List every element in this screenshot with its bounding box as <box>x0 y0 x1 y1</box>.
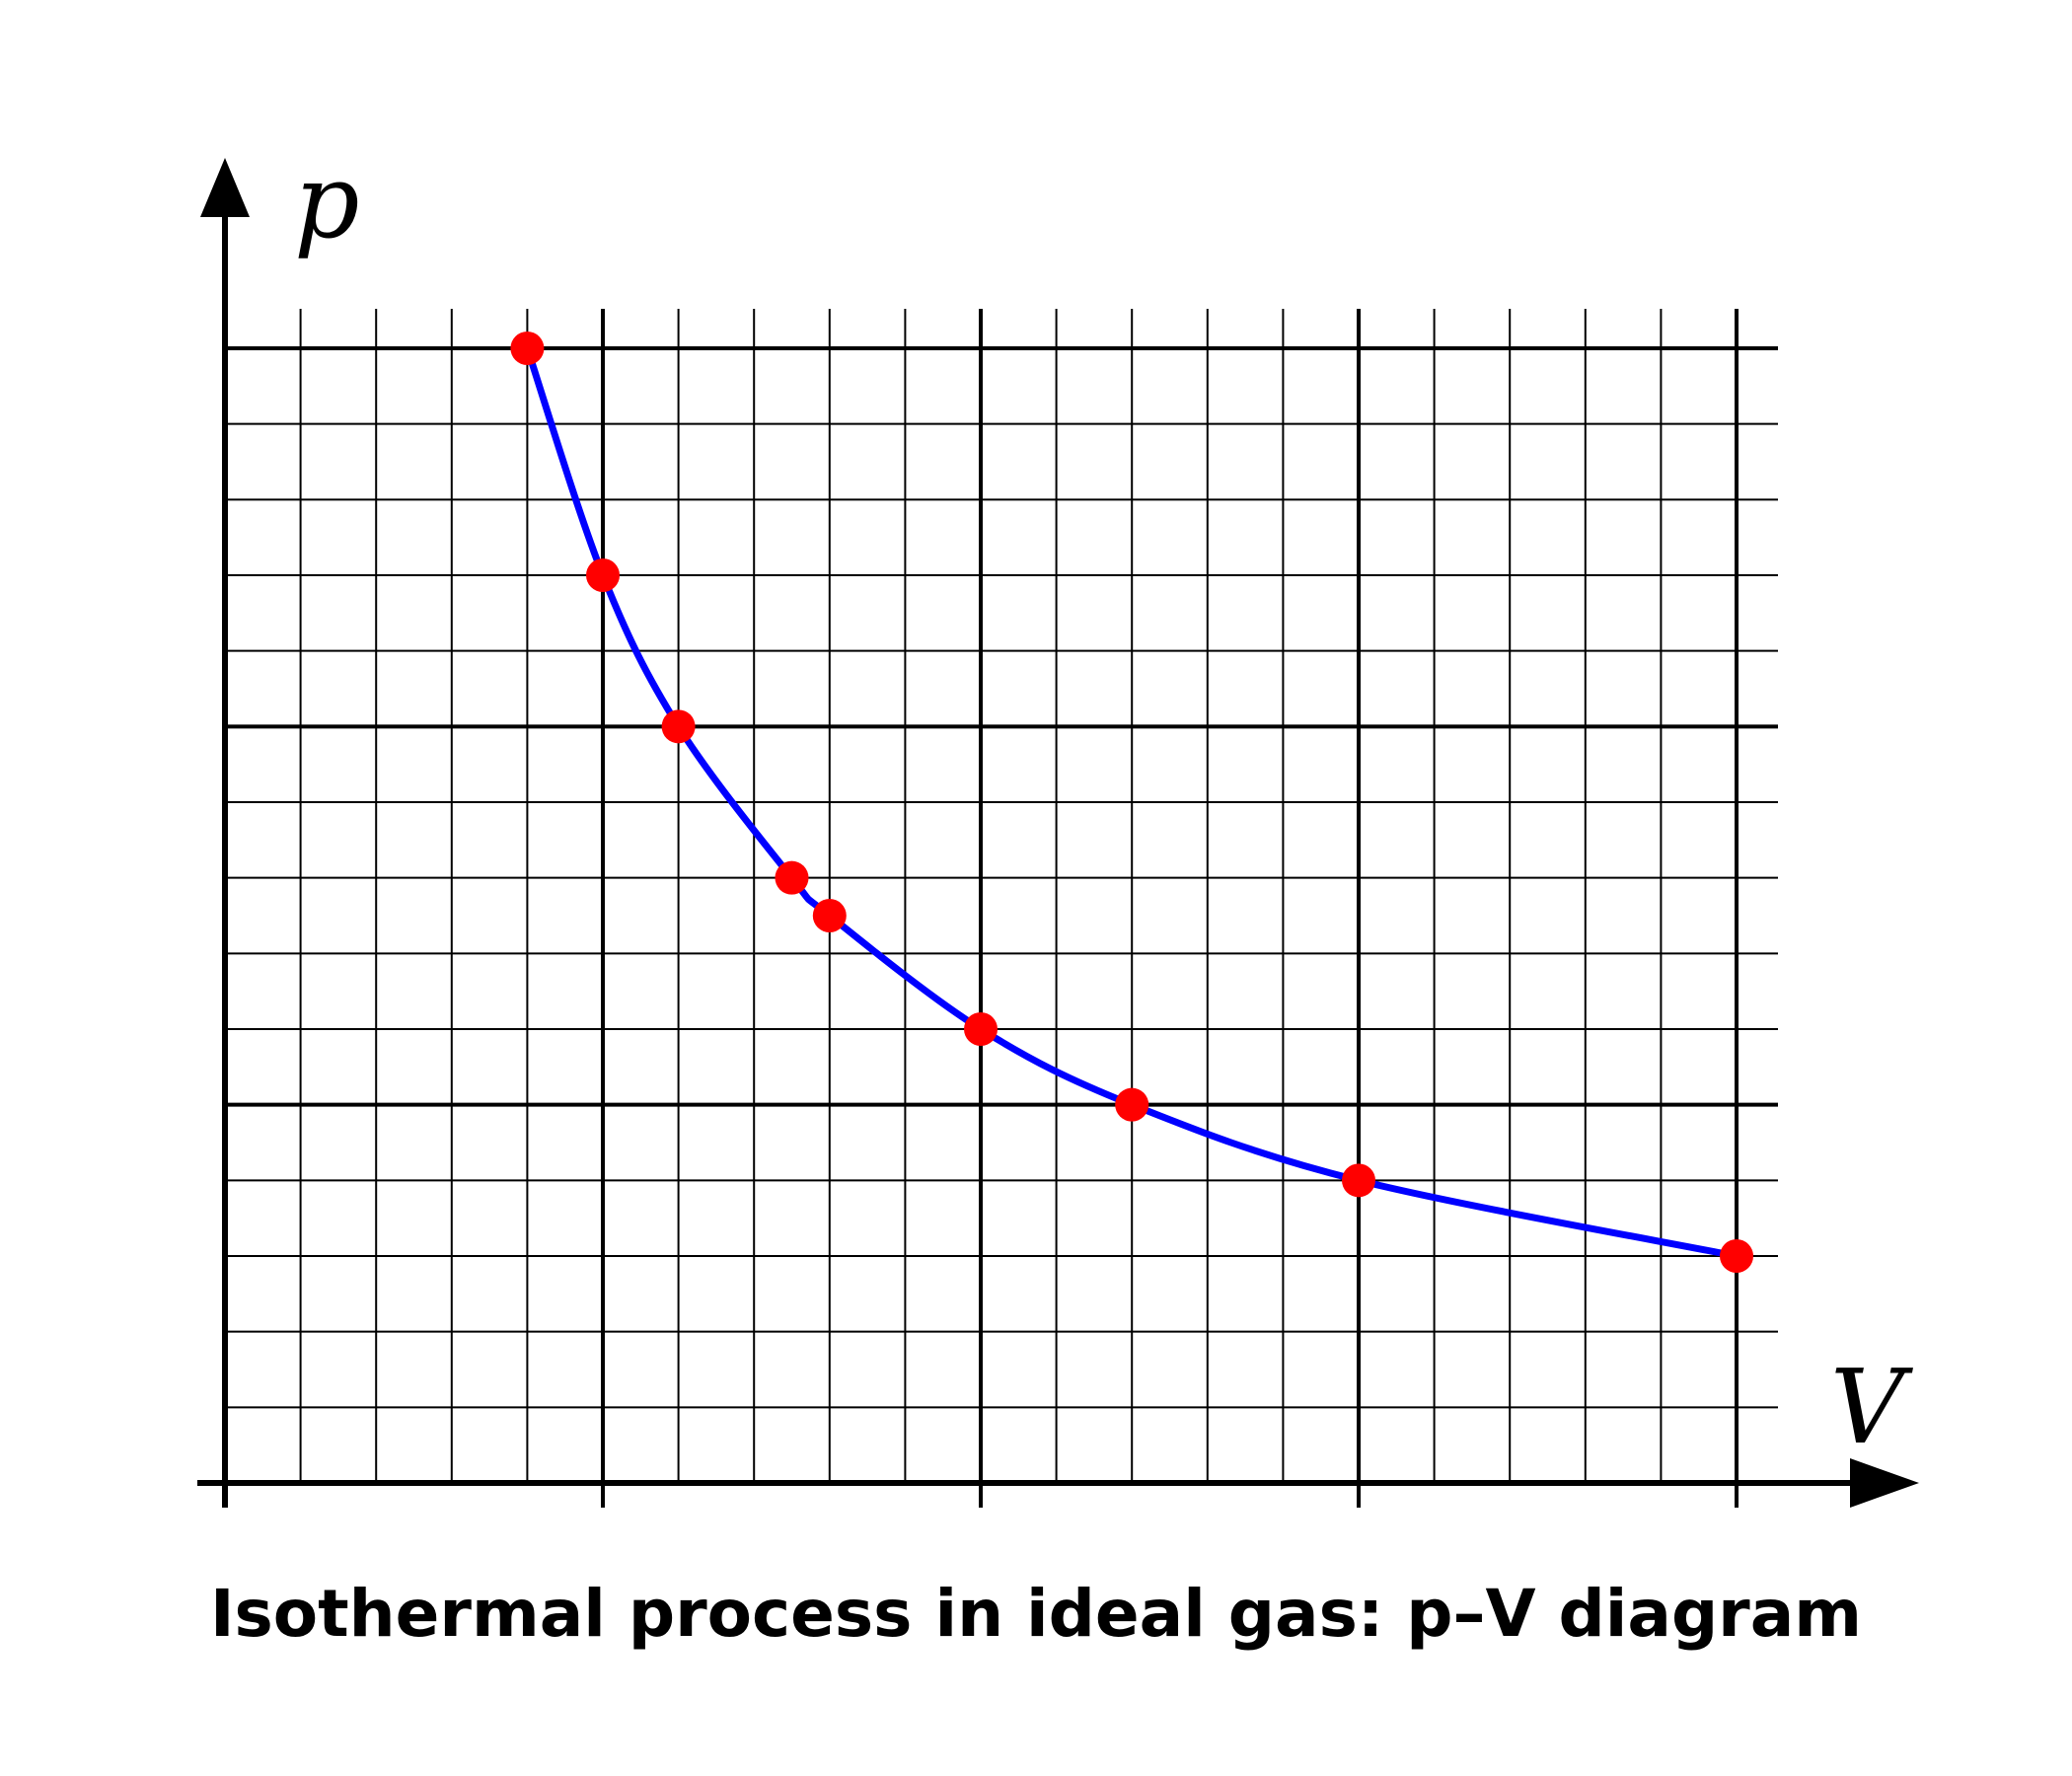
x-axis-label: V <box>1830 1347 1913 1467</box>
y-axis-arrow <box>200 158 250 217</box>
chart-title: Isothermal process in ideal gas: p–V dia… <box>210 1576 1862 1652</box>
data-point <box>812 899 847 932</box>
data-point <box>661 709 696 744</box>
data-point <box>1342 1163 1375 1198</box>
data-point <box>510 332 545 365</box>
y-axis-label: p <box>294 141 360 261</box>
data-point <box>964 1012 998 1046</box>
axes <box>197 158 1919 1508</box>
data-points-layer <box>510 332 1753 1273</box>
data-point <box>1720 1239 1753 1273</box>
data-point <box>586 558 620 592</box>
minor-grid <box>225 309 1778 1483</box>
major-grid <box>225 309 1778 1508</box>
data-point <box>1115 1087 1149 1122</box>
data-point <box>775 860 809 895</box>
x-axis-arrow <box>1850 1458 1919 1508</box>
